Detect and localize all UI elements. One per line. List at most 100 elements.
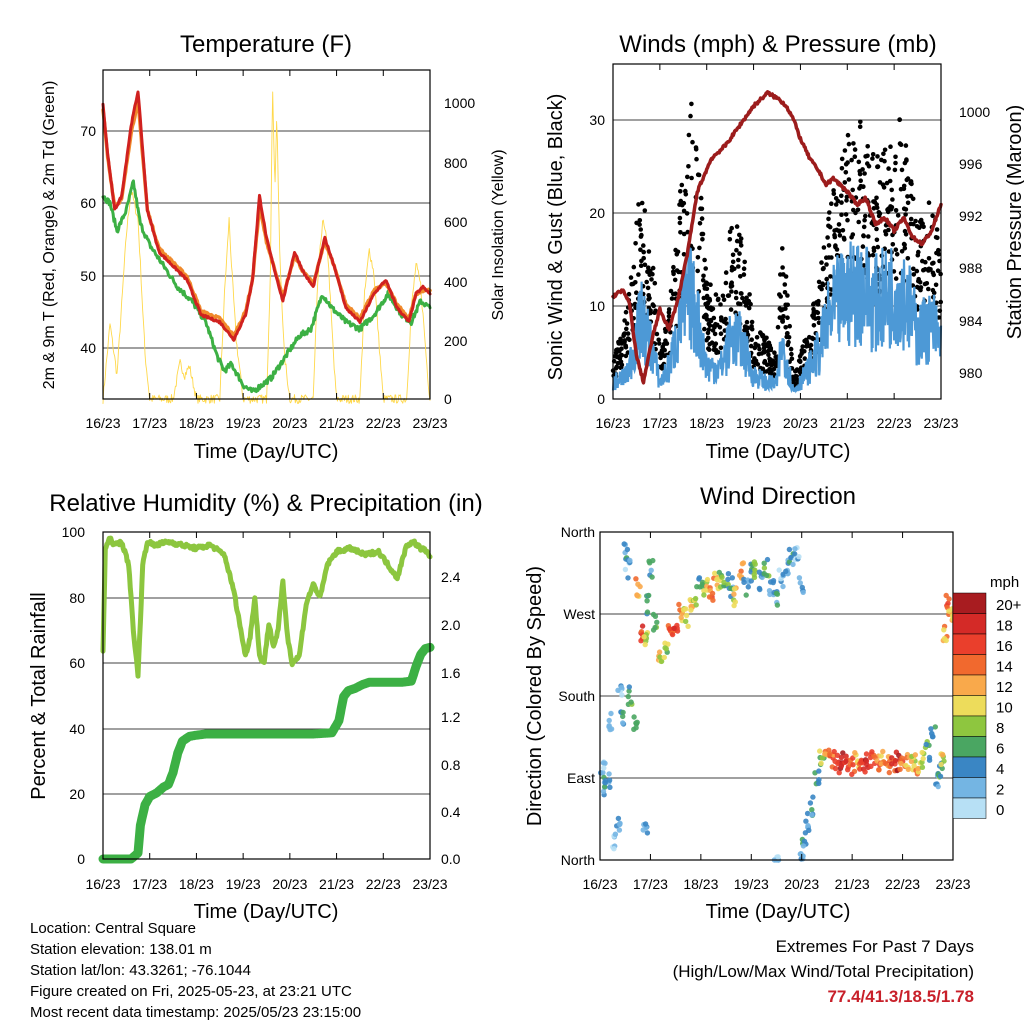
direction-point <box>644 609 651 615</box>
direction-point <box>600 760 607 766</box>
humidity-y2tick-label: 1.2 <box>441 709 461 725</box>
gust-point <box>701 314 707 320</box>
gust-point <box>850 187 855 193</box>
legend-swatch <box>952 674 987 696</box>
gust-point <box>764 369 769 374</box>
gust-point <box>660 353 666 358</box>
gust-point <box>638 263 644 269</box>
gust-point <box>890 242 896 247</box>
gust-point <box>625 336 631 341</box>
gust-point <box>837 233 843 238</box>
precip-line <box>98 642 435 864</box>
direction-point <box>792 551 798 557</box>
x-tick-label: 19/23 <box>226 415 261 431</box>
legend-label: 2 <box>996 782 1004 799</box>
legend-swatch <box>952 654 987 676</box>
direction-point <box>796 554 802 560</box>
x-tick-label: 16/23 <box>85 876 120 892</box>
gust-point <box>889 187 894 193</box>
direction-point <box>625 575 631 581</box>
gust-point <box>894 252 900 257</box>
winds-y2tick-label: 996 <box>959 156 983 172</box>
gust-point <box>700 237 705 242</box>
gust-point <box>619 346 624 352</box>
legend-label: 0 <box>996 802 1004 819</box>
direction-ytick-label: North <box>561 852 595 868</box>
temperature-y2tick-label: 0 <box>444 391 452 407</box>
gust-point <box>622 331 627 336</box>
direction-point <box>751 571 757 578</box>
gust-point <box>729 289 734 294</box>
winds-ytick-label: 10 <box>589 298 605 314</box>
gust-point <box>911 221 916 227</box>
winds-y2tick-label: 992 <box>959 208 983 224</box>
winds-y-ticks: 30 20 10 0 <box>589 112 605 407</box>
direction-ytick-label: South <box>558 688 595 704</box>
gust-point <box>839 166 845 171</box>
gust-point <box>718 345 724 351</box>
gust-point <box>908 193 914 199</box>
temperature-ytick-label: 40 <box>80 340 96 356</box>
gust-point <box>926 255 932 261</box>
gust-point <box>829 201 834 206</box>
gust-point <box>689 175 694 181</box>
extremes-values: 77.4/41.3/18.5/1.78 <box>827 987 974 1006</box>
gust-point <box>694 156 699 162</box>
gust-point <box>696 172 702 178</box>
recent-timestamp: Most recent data timestamp: 2025/05/23 2… <box>30 1004 362 1021</box>
gust-point <box>647 272 652 278</box>
x-tick-label: 19/23 <box>734 876 769 892</box>
gust-point <box>787 323 792 329</box>
gust-point <box>827 210 832 215</box>
direction-point <box>657 654 663 660</box>
gust-point <box>730 252 736 258</box>
gust-point <box>888 144 893 149</box>
gust-point <box>736 264 741 269</box>
gust-point <box>713 292 719 297</box>
direction-point <box>748 578 754 584</box>
gust-point <box>742 259 747 265</box>
gust-point <box>793 376 798 382</box>
gust-point <box>839 193 844 199</box>
direction-point <box>649 574 655 580</box>
gust-point <box>911 272 917 277</box>
gust-point <box>886 249 892 254</box>
direction-point <box>688 607 694 613</box>
gust-point <box>672 277 678 283</box>
gust-point <box>707 347 712 353</box>
gust-point <box>744 319 750 325</box>
gust-point <box>935 268 941 274</box>
gust-point <box>782 290 788 295</box>
direction-point <box>602 778 608 784</box>
direction-point <box>800 853 806 859</box>
gust-point <box>690 139 695 145</box>
gust-point <box>718 302 723 307</box>
gust-point <box>856 219 861 225</box>
winds-y2-ticks: 1000 996 992 988 984 980 <box>959 104 990 381</box>
direction-point <box>937 773 944 779</box>
gust-point <box>700 278 706 283</box>
x-tick-label: 21/23 <box>319 876 354 892</box>
gust-point <box>697 245 702 251</box>
gust-point <box>765 348 771 354</box>
direction-point <box>633 725 639 731</box>
gust-point <box>821 245 827 250</box>
direction-point <box>882 760 888 767</box>
gust-point <box>702 286 708 291</box>
gust-point <box>677 202 682 207</box>
direction-point <box>669 631 676 638</box>
winds-gust-points <box>610 101 943 390</box>
gust-point <box>705 301 711 306</box>
direction-point <box>640 827 646 833</box>
gust-point <box>875 164 880 169</box>
gust-point <box>782 282 788 287</box>
direction-point <box>938 761 944 768</box>
gust-point <box>656 337 661 343</box>
direction-point <box>804 810 811 817</box>
gust-point <box>632 301 638 307</box>
direction-point <box>607 784 613 790</box>
humidity-ytick-label: 0 <box>77 851 85 867</box>
direction-point <box>671 625 677 631</box>
gust-point <box>749 326 755 332</box>
direction-point <box>606 717 612 724</box>
